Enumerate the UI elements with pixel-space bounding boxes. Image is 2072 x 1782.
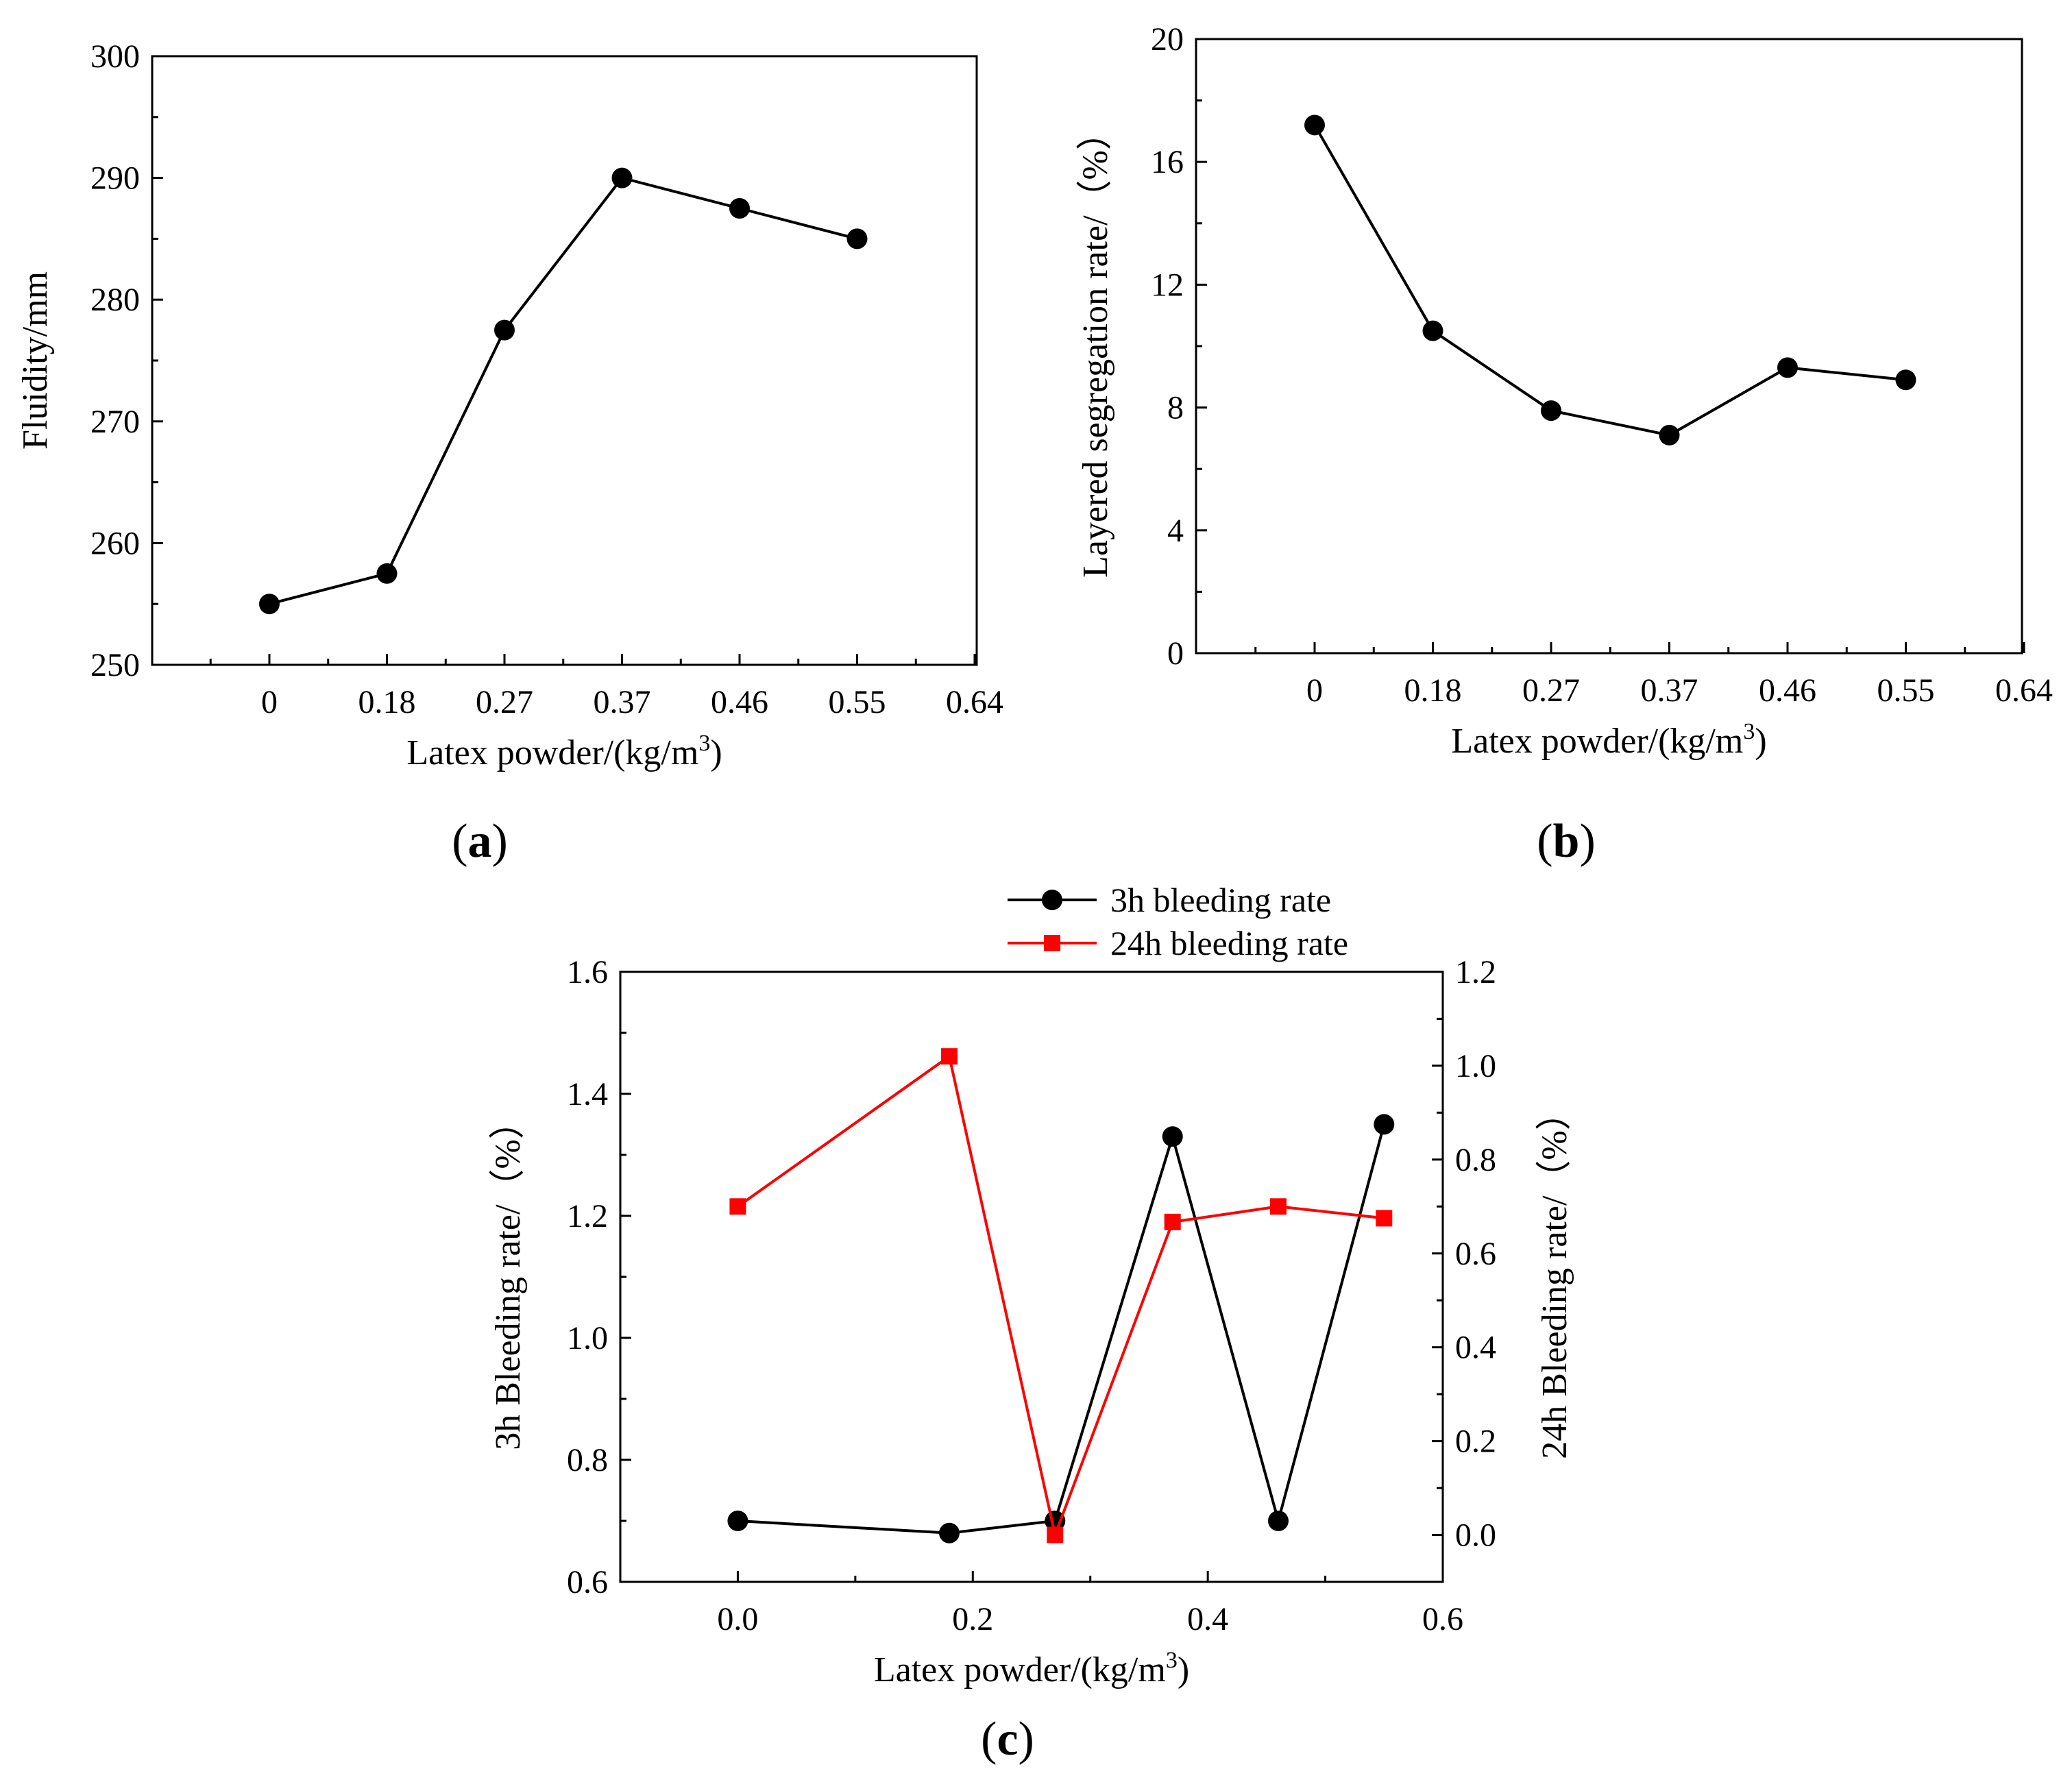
series-line xyxy=(269,176,858,606)
data-point xyxy=(1164,1213,1181,1230)
data-point xyxy=(494,319,515,341)
y-tick-label: 300 xyxy=(90,38,140,75)
data-point xyxy=(1374,1114,1395,1135)
series-line xyxy=(738,1123,1386,1535)
y-tick-label: 12 xyxy=(1151,267,1184,303)
x-tick-label: 0.55 xyxy=(1877,672,1935,709)
data-point xyxy=(729,1198,746,1215)
legend-label: 24h bleeding rate xyxy=(1110,924,1348,962)
x-tick-label: 0.55 xyxy=(829,684,886,720)
y-right-tick-label: 0.4 xyxy=(1455,1330,1496,1366)
legend: 3h bleeding rate 24h bleeding rate xyxy=(1008,881,1348,962)
y-right-tick-label: 0.6 xyxy=(1455,1236,1496,1272)
y-tick-label: 16 xyxy=(1151,144,1184,180)
x-tick-label: 0.18 xyxy=(358,684,416,720)
y-axis-title: Fluidity/mm xyxy=(16,271,55,450)
data-point xyxy=(939,1522,960,1543)
data-point xyxy=(376,563,398,584)
data-point xyxy=(1268,1511,1289,1531)
x-tick-label: 0.4 xyxy=(1187,1601,1228,1637)
y-tick-label: 270 xyxy=(90,404,140,440)
series-line xyxy=(737,1053,1385,1540)
chart-c: 0.6 0.8 1.0 1.2 1.4 1.6 0.0 0.2 0.4 0.6 0.8 1.0 1.2 0… xyxy=(489,881,1574,1766)
y-tick-label: 1.6 xyxy=(567,954,608,990)
x-axis-title: Latex powder/(kg/m3) xyxy=(874,1648,1189,1689)
data-point xyxy=(1270,1198,1287,1215)
plot-frame xyxy=(151,55,978,666)
data-point xyxy=(727,1511,748,1531)
chart-a: 250 260 270 280 290 300 0 0.18 0.27 0.37 0.46 0.55 0… xyxy=(16,38,1003,868)
x-tick-label: 0 xyxy=(1306,672,1323,709)
data-point xyxy=(846,228,868,249)
data-point xyxy=(259,594,280,615)
y-right-axis-title: 24h Bleeding rate/（%） xyxy=(1535,1095,1574,1458)
data-point xyxy=(1541,400,1561,422)
x-tick-label: 0.64 xyxy=(1995,672,2053,709)
legend-marker xyxy=(1044,935,1060,951)
x-tick-label: 0.18 xyxy=(1404,672,1462,709)
x-tick-label: 0.2 xyxy=(952,1601,993,1637)
data-point xyxy=(1777,357,1798,378)
data-point xyxy=(1659,424,1680,446)
data-point xyxy=(1895,369,1916,391)
y-right-tick-label: 0.8 xyxy=(1455,1142,1496,1178)
data-point xyxy=(1162,1126,1183,1147)
data-point xyxy=(729,198,750,219)
data-point xyxy=(1422,320,1443,341)
y-tick-label: 8 xyxy=(1167,390,1184,426)
y-tick-label: 1.0 xyxy=(567,1320,608,1356)
y-tick-label: 260 xyxy=(90,525,140,561)
x-tick-label: 0.27 xyxy=(476,684,533,720)
data-point xyxy=(1376,1210,1393,1227)
x-tick-label: 0.64 xyxy=(946,684,1003,720)
data-point xyxy=(1304,114,1325,136)
data-point xyxy=(611,167,633,188)
chart-b: 0 4 8 12 16 20 0 0.18 0.27 0.37 0.46 0.55 0.64 Latex … xyxy=(1076,21,2053,868)
x-axis-title: Latex powder/(kg/m3) xyxy=(406,731,722,772)
x-tick-label: 0.46 xyxy=(1759,672,1816,709)
x-tick-label: 0.37 xyxy=(594,684,651,720)
y-tick-label: 250 xyxy=(90,647,140,683)
x-tick-label: 0.6 xyxy=(1422,1601,1463,1637)
data-point xyxy=(941,1048,958,1065)
plot-frame xyxy=(619,971,1444,1583)
legend-label: 3h bleeding rate xyxy=(1110,881,1331,919)
y-tick-label: 280 xyxy=(90,282,140,318)
y-right-tick-label: 1.2 xyxy=(1455,954,1496,990)
y-right-tick-label: 0.2 xyxy=(1455,1424,1496,1460)
x-tick-label: 0.0 xyxy=(717,1601,758,1637)
y-tick-label: 0.8 xyxy=(567,1442,608,1478)
panel-label: (a) xyxy=(452,815,508,868)
y-axis-title: Layered segregation rate/（%） xyxy=(1076,114,1115,578)
y-tick-label: 290 xyxy=(90,160,140,197)
y-tick-label: 1.4 xyxy=(567,1076,608,1112)
data-point xyxy=(1047,1526,1064,1543)
y-axis-title: 3h Bleeding rate/（%） xyxy=(489,1103,528,1450)
x-tick-label: 0.37 xyxy=(1641,672,1698,709)
y-tick-label: 20 xyxy=(1151,21,1184,58)
y-tick-label: 1.2 xyxy=(567,1198,608,1234)
y-right-tick-label: 1.0 xyxy=(1455,1048,1496,1084)
y-right-tick-label: 0.0 xyxy=(1455,1517,1496,1554)
x-tick-label: 0 xyxy=(261,684,278,720)
y-tick-label: 0.6 xyxy=(567,1564,608,1600)
panel-label: (b) xyxy=(1537,815,1596,868)
y-tick-label: 4 xyxy=(1167,513,1184,549)
series-line xyxy=(1313,124,1906,437)
x-tick-label: 0.46 xyxy=(711,684,768,720)
x-axis-title: Latex powder/(kg/m3) xyxy=(1451,719,1766,761)
panel-label: (c) xyxy=(981,1713,1034,1766)
legend-marker xyxy=(1042,890,1062,910)
y-tick-label: 0 xyxy=(1167,635,1184,672)
x-tick-label: 0.27 xyxy=(1522,672,1580,709)
